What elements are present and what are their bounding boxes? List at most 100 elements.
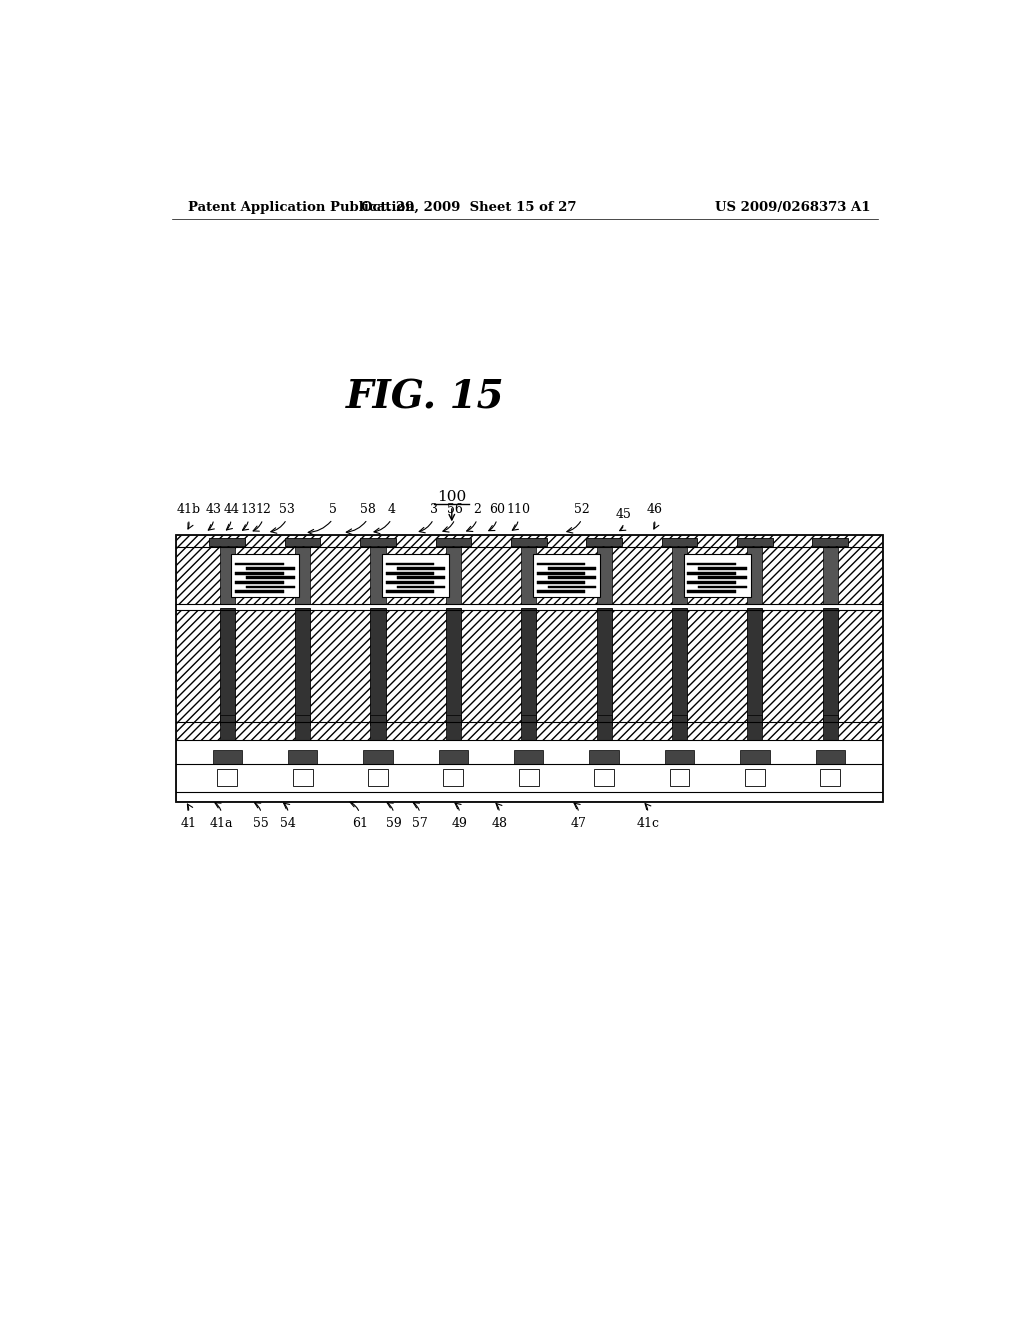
Bar (217, 770, 238, 787)
Bar (438, 750, 468, 764)
Bar (745, 770, 765, 787)
Bar (246, 586, 295, 589)
Bar (823, 609, 838, 725)
Bar (687, 562, 736, 565)
Bar (519, 770, 539, 787)
Text: US 2009/0268373 A1: US 2009/0268373 A1 (715, 201, 870, 214)
Bar (386, 581, 434, 583)
Bar (698, 577, 748, 579)
Text: 2: 2 (473, 503, 481, 516)
Bar (371, 546, 385, 605)
Bar (397, 577, 445, 579)
Bar (662, 539, 697, 545)
Bar (220, 546, 234, 605)
Bar (823, 715, 838, 741)
Text: 52: 52 (574, 503, 590, 516)
Text: 41c: 41c (636, 817, 659, 830)
Bar (445, 546, 461, 605)
Bar (820, 770, 841, 787)
Bar (371, 609, 385, 725)
Text: 41: 41 (180, 817, 197, 830)
Text: 4: 4 (387, 503, 395, 516)
Text: 43: 43 (206, 503, 222, 516)
Bar (687, 581, 736, 583)
Bar (295, 715, 310, 741)
Bar (511, 539, 547, 545)
Bar (748, 546, 763, 605)
Bar (548, 568, 596, 570)
Bar (812, 539, 848, 545)
Bar (521, 715, 537, 741)
Bar (548, 577, 596, 579)
Text: 41a: 41a (210, 817, 233, 830)
Text: FIG. 15: FIG. 15 (346, 379, 505, 416)
Bar (548, 586, 596, 589)
Bar (748, 609, 763, 725)
Bar (386, 590, 434, 593)
Text: 48: 48 (492, 817, 508, 830)
Text: 57: 57 (413, 817, 428, 830)
Bar (176, 610, 882, 722)
Bar (246, 577, 295, 579)
Bar (285, 539, 321, 545)
Bar (687, 572, 736, 574)
Bar (521, 546, 537, 605)
Text: 12: 12 (255, 503, 271, 516)
Text: 3: 3 (429, 503, 437, 516)
Bar (443, 770, 463, 787)
Text: 60: 60 (489, 503, 505, 516)
Text: 56: 56 (447, 503, 463, 516)
Bar (670, 770, 689, 787)
Bar (176, 741, 882, 764)
Bar (532, 554, 600, 598)
Bar (737, 539, 773, 545)
Text: 47: 47 (570, 817, 587, 830)
Bar (176, 536, 882, 801)
Bar (445, 609, 461, 725)
Bar (597, 715, 611, 741)
Bar (360, 539, 396, 545)
Bar (176, 722, 882, 741)
Bar (445, 715, 461, 741)
Bar (209, 539, 245, 545)
Text: 45: 45 (616, 508, 632, 521)
Bar (740, 750, 770, 764)
Bar (590, 750, 618, 764)
Bar (537, 590, 586, 593)
Bar (594, 770, 614, 787)
Text: 46: 46 (646, 503, 663, 516)
Bar (397, 568, 445, 570)
Bar (816, 750, 845, 764)
Bar (371, 715, 385, 741)
Bar (176, 764, 882, 792)
Bar (293, 770, 312, 787)
Bar (295, 546, 310, 605)
Bar (397, 586, 445, 589)
Text: 13: 13 (241, 503, 257, 516)
Bar (597, 609, 611, 725)
Bar (382, 554, 450, 598)
Bar (823, 546, 838, 605)
Bar (386, 562, 434, 565)
Text: 55: 55 (254, 817, 269, 830)
Text: 61: 61 (351, 817, 368, 830)
Bar (684, 554, 751, 598)
Text: 58: 58 (359, 503, 376, 516)
Bar (665, 750, 694, 764)
Bar (176, 792, 882, 801)
Bar (295, 609, 310, 725)
Text: 5: 5 (329, 503, 337, 516)
Bar (220, 715, 234, 741)
Bar (236, 581, 284, 583)
Bar (364, 750, 392, 764)
Bar (368, 770, 388, 787)
Bar (246, 568, 295, 570)
Bar (597, 546, 611, 605)
Bar (672, 609, 687, 725)
Bar (231, 554, 299, 598)
Bar (236, 590, 284, 593)
Bar (220, 609, 234, 725)
Bar (176, 605, 882, 610)
Text: 100: 100 (437, 490, 466, 504)
Bar (176, 546, 882, 605)
